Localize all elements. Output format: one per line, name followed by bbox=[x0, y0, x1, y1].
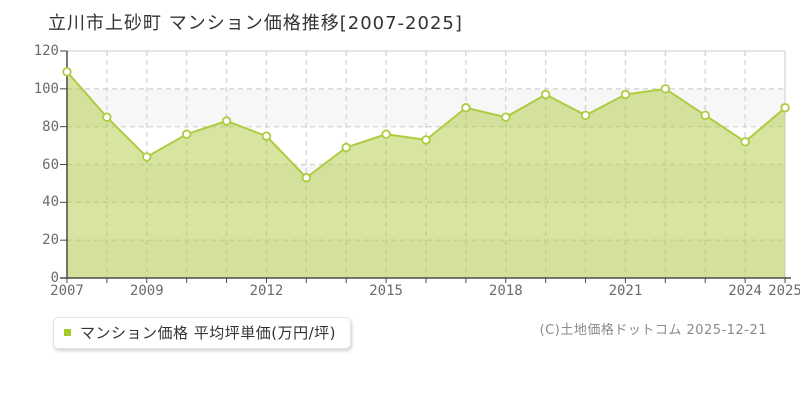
x-axis-tick-label: 2015 bbox=[369, 283, 403, 299]
x-axis-tick-label: 2025 bbox=[768, 283, 800, 299]
x-axis-tick-label: 2012 bbox=[249, 283, 284, 299]
price-trend-area-chart bbox=[60, 50, 791, 283]
legend: マンション価格 平均坪単価(万円/坪) bbox=[53, 317, 352, 349]
data-point bbox=[341, 142, 351, 153]
data-point bbox=[501, 112, 511, 122]
y-axis-tick-label: 20 bbox=[42, 232, 59, 249]
x-axis-tick-label: 2018 bbox=[488, 283, 523, 299]
data-point bbox=[421, 135, 431, 145]
y-axis-tick-label: 60 bbox=[42, 156, 59, 173]
chart-title: 立川市上砂町 マンション価格推移[2007-2025] bbox=[48, 13, 463, 34]
data-point bbox=[62, 67, 72, 77]
y-axis-tick-label: 120 bbox=[33, 43, 59, 59]
data-point bbox=[142, 152, 152, 162]
legend-series-marker-icon bbox=[64, 329, 71, 336]
data-point bbox=[580, 110, 591, 121]
y-axis-tick-label: 0 bbox=[50, 270, 59, 286]
x-axis-tick-label: 2009 bbox=[129, 283, 164, 299]
y-axis-tick-label: 80 bbox=[42, 118, 59, 135]
data-point bbox=[261, 131, 272, 141]
y-axis-tick-label: 40 bbox=[42, 194, 59, 211]
y-axis-tick-label: 100 bbox=[33, 80, 59, 97]
x-axis-tick-label: 2007 bbox=[50, 283, 84, 299]
legend-series-label: マンション価格 平均坪単価(万円/坪) bbox=[80, 324, 337, 342]
data-point bbox=[540, 89, 551, 100]
x-axis-tick-label: 2021 bbox=[608, 283, 643, 299]
data-point bbox=[660, 84, 671, 94]
data-point bbox=[780, 103, 790, 113]
data-point bbox=[221, 116, 232, 126]
data-point bbox=[461, 103, 471, 113]
data-point bbox=[381, 129, 391, 139]
data-point bbox=[102, 112, 112, 122]
x-axis-tick-label: 2024 bbox=[728, 283, 762, 299]
data-point bbox=[740, 137, 750, 147]
copyright-text: (C)土地価格ドットコム 2025-12-21 bbox=[539, 323, 767, 338]
data-point bbox=[181, 129, 192, 139]
area-series-fill bbox=[67, 71, 785, 278]
data-point bbox=[700, 110, 710, 121]
data-point bbox=[620, 89, 631, 100]
data-point bbox=[301, 173, 312, 183]
